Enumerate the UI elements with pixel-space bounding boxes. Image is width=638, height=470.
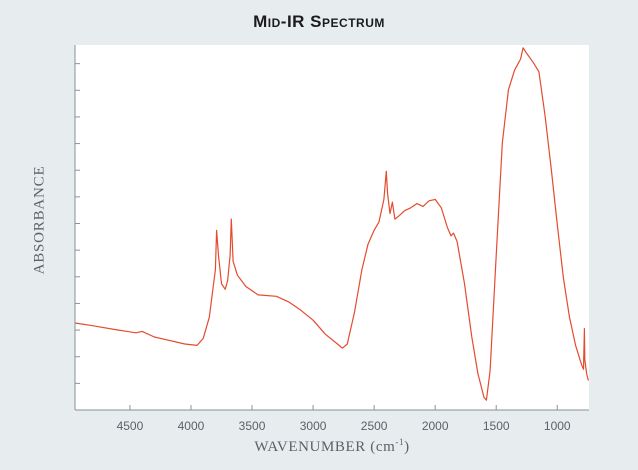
plot-area [75,45,589,410]
x-tick-label: 2500 [361,419,388,433]
x-tick-label: 1000 [544,419,571,433]
x-axis-label-main: WAVENUMBER (cm [254,439,396,455]
spectrum-line [74,47,589,401]
y-ticks [75,63,80,384]
x-tick-label: 3500 [239,419,266,433]
x-tick-label: 2000 [422,419,449,433]
x-tick-label: 4500 [117,419,144,433]
x-tick-label: 3000 [300,419,327,433]
x-axis-label-close: ) [404,439,410,455]
x-axis-label-sup: -1 [395,437,405,447]
chart-title: Mid-IR Spectrum [253,12,385,31]
x-axis-label: WAVENUMBER (cm-1) [75,437,589,456]
x-tick-label: 4000 [178,419,205,433]
x-ticks: 4500 4000 3500 3000 2500 2000 1500 1000 [117,405,571,433]
x-tick-label: 1500 [483,419,510,433]
